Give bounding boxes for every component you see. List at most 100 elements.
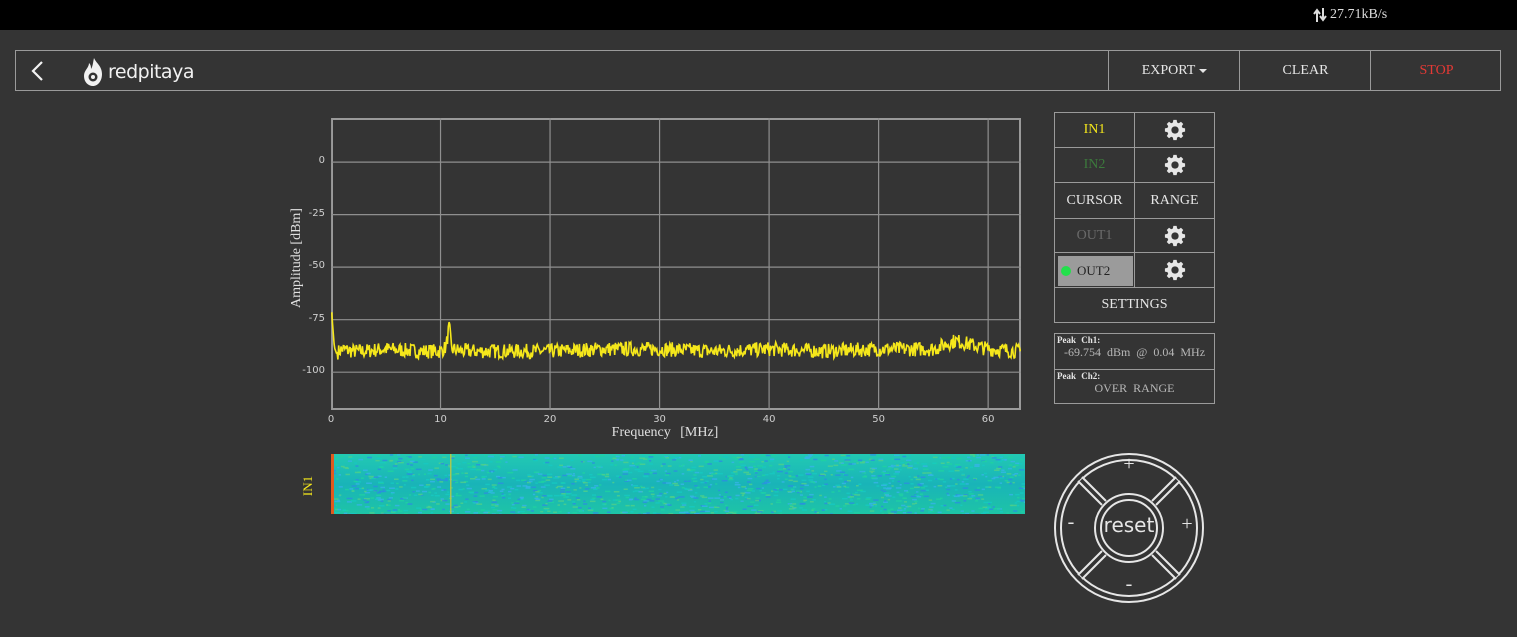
waterfall-speckle [347,460,352,462]
waterfall-speckle [549,458,554,460]
waterfall-speckle [537,492,543,494]
waterfall-speckle [954,501,961,504]
zoom-in-vertical-button[interactable]: + [1123,453,1135,475]
waterfall-speckle [473,491,479,494]
waterfall-speckle [708,506,714,509]
waterfall-speckle [961,513,966,514]
waterfall-speckle [345,488,349,491]
waterfall-speckle [1007,456,1013,458]
waterfall-speckle [954,489,958,491]
waterfall-speckle [923,495,930,498]
channel-out1-button[interactable]: OUT1 [1054,218,1135,253]
spectrum-plot[interactable] [331,118,1021,410]
waterfall-speckle [445,503,450,505]
waterfall-speckle [560,487,566,490]
waterfall-speckle [683,480,688,483]
in1-settings-button[interactable] [1134,112,1215,148]
waterfall-speckle [455,493,458,495]
waterfall-speckle [335,457,339,460]
status-bar: 27.71kB/s [0,0,1517,30]
waterfall-speckle [498,466,501,469]
range-button[interactable]: RANGE [1134,182,1215,219]
waterfall-speckle [335,464,338,466]
waterfall-speckle [638,491,643,493]
waterfall-speckle [427,505,431,508]
cursor-button[interactable]: CURSOR [1054,182,1135,219]
waterfall-speckle [724,491,728,494]
waterfall-speckle [769,460,774,462]
waterfall-speckle [1021,498,1025,500]
waterfall-speckle [334,498,339,500]
clear-button[interactable]: CLEAR [1239,51,1371,90]
zoom-out-vertical-button[interactable]: - [1125,573,1133,595]
waterfall-speckle [434,492,437,494]
reset-button[interactable]: reset [1103,513,1155,537]
waterfall-speckle [491,504,495,506]
waterfall-speckle [392,465,398,467]
waterfall-speckle [953,495,960,498]
waterfall-speckle [467,466,474,468]
waterfall-speckle [679,496,685,498]
channel-in2-button[interactable]: IN2 [1054,147,1135,183]
out1-settings-button[interactable] [1134,218,1215,253]
channel-out2-button[interactable]: OUT2 [1054,252,1135,288]
waterfall-speckle [533,458,537,461]
network-rate-label: 27.71kB/s [1330,7,1388,22]
zoom-in-horizontal-button[interactable]: + [1181,513,1193,535]
waterfall-speckle [902,512,907,514]
waterfall-speckle [499,455,505,458]
waterfall-speckle [975,497,980,499]
waterfall-speckle [460,502,464,504]
waterfall-speckle [930,502,936,505]
waterfall-speckle [664,470,668,472]
channel-in1-button[interactable]: IN1 [1054,112,1135,148]
waterfall-speckle [818,474,825,477]
waterfall-speckle [437,486,442,488]
waterfall-speckle [1013,510,1018,512]
waterfall-speckle [735,494,740,497]
waterfall-speckle [425,484,431,486]
waterfall-speckle [473,512,479,514]
waterfall-speckle [982,506,988,509]
waterfall-speckle [881,505,884,508]
waterfall-speckle [985,507,991,510]
waterfall-speckle [886,469,891,471]
waterfall-speckle [718,460,723,462]
waterfall-speckle [389,454,394,456]
waterfall-speckle [467,462,471,465]
waterfall-speckle [361,487,365,489]
waterfall-speckle [865,461,869,463]
waterfall-speckle [442,499,448,502]
in2-settings-button[interactable] [1134,147,1215,183]
waterfall-speckle [861,472,866,474]
waterfall-speckle [501,494,504,497]
waterfall-speckle [679,511,685,514]
stop-button[interactable]: STOP [1370,51,1502,90]
waterfall-speckle [882,483,888,485]
waterfall-speckle [599,454,605,457]
waterfall-speckle [405,476,409,478]
waterfall-speckle [615,455,620,458]
waterfall-speckle [392,509,398,511]
waterfall-speckle [824,496,827,498]
waterfall-speckle [703,486,709,488]
settings-button[interactable]: SETTINGS [1054,287,1215,323]
waterfall-speckle [558,500,564,502]
waterfall-speckle [916,496,922,498]
zoom-out-horizontal-button[interactable]: - [1067,511,1075,533]
back-button[interactable] [26,58,52,84]
waterfall-speckle [632,490,635,493]
waterfall-speckle [632,485,639,487]
waterfall-speckle [648,458,654,461]
waterfall-speckle [359,494,366,496]
waterfall-speckle [433,487,436,490]
waterfall-speckle [342,509,347,511]
waterfall-speckle [704,510,710,513]
waterfall-speckle [776,501,782,504]
out2-settings-button[interactable] [1134,252,1215,288]
waterfall-speckle [578,454,582,457]
waterfall-speckle [914,500,918,502]
waterfall-speckle [973,478,976,481]
waterfall-speckle [464,511,471,513]
export-button[interactable]: EXPORT [1108,51,1240,90]
